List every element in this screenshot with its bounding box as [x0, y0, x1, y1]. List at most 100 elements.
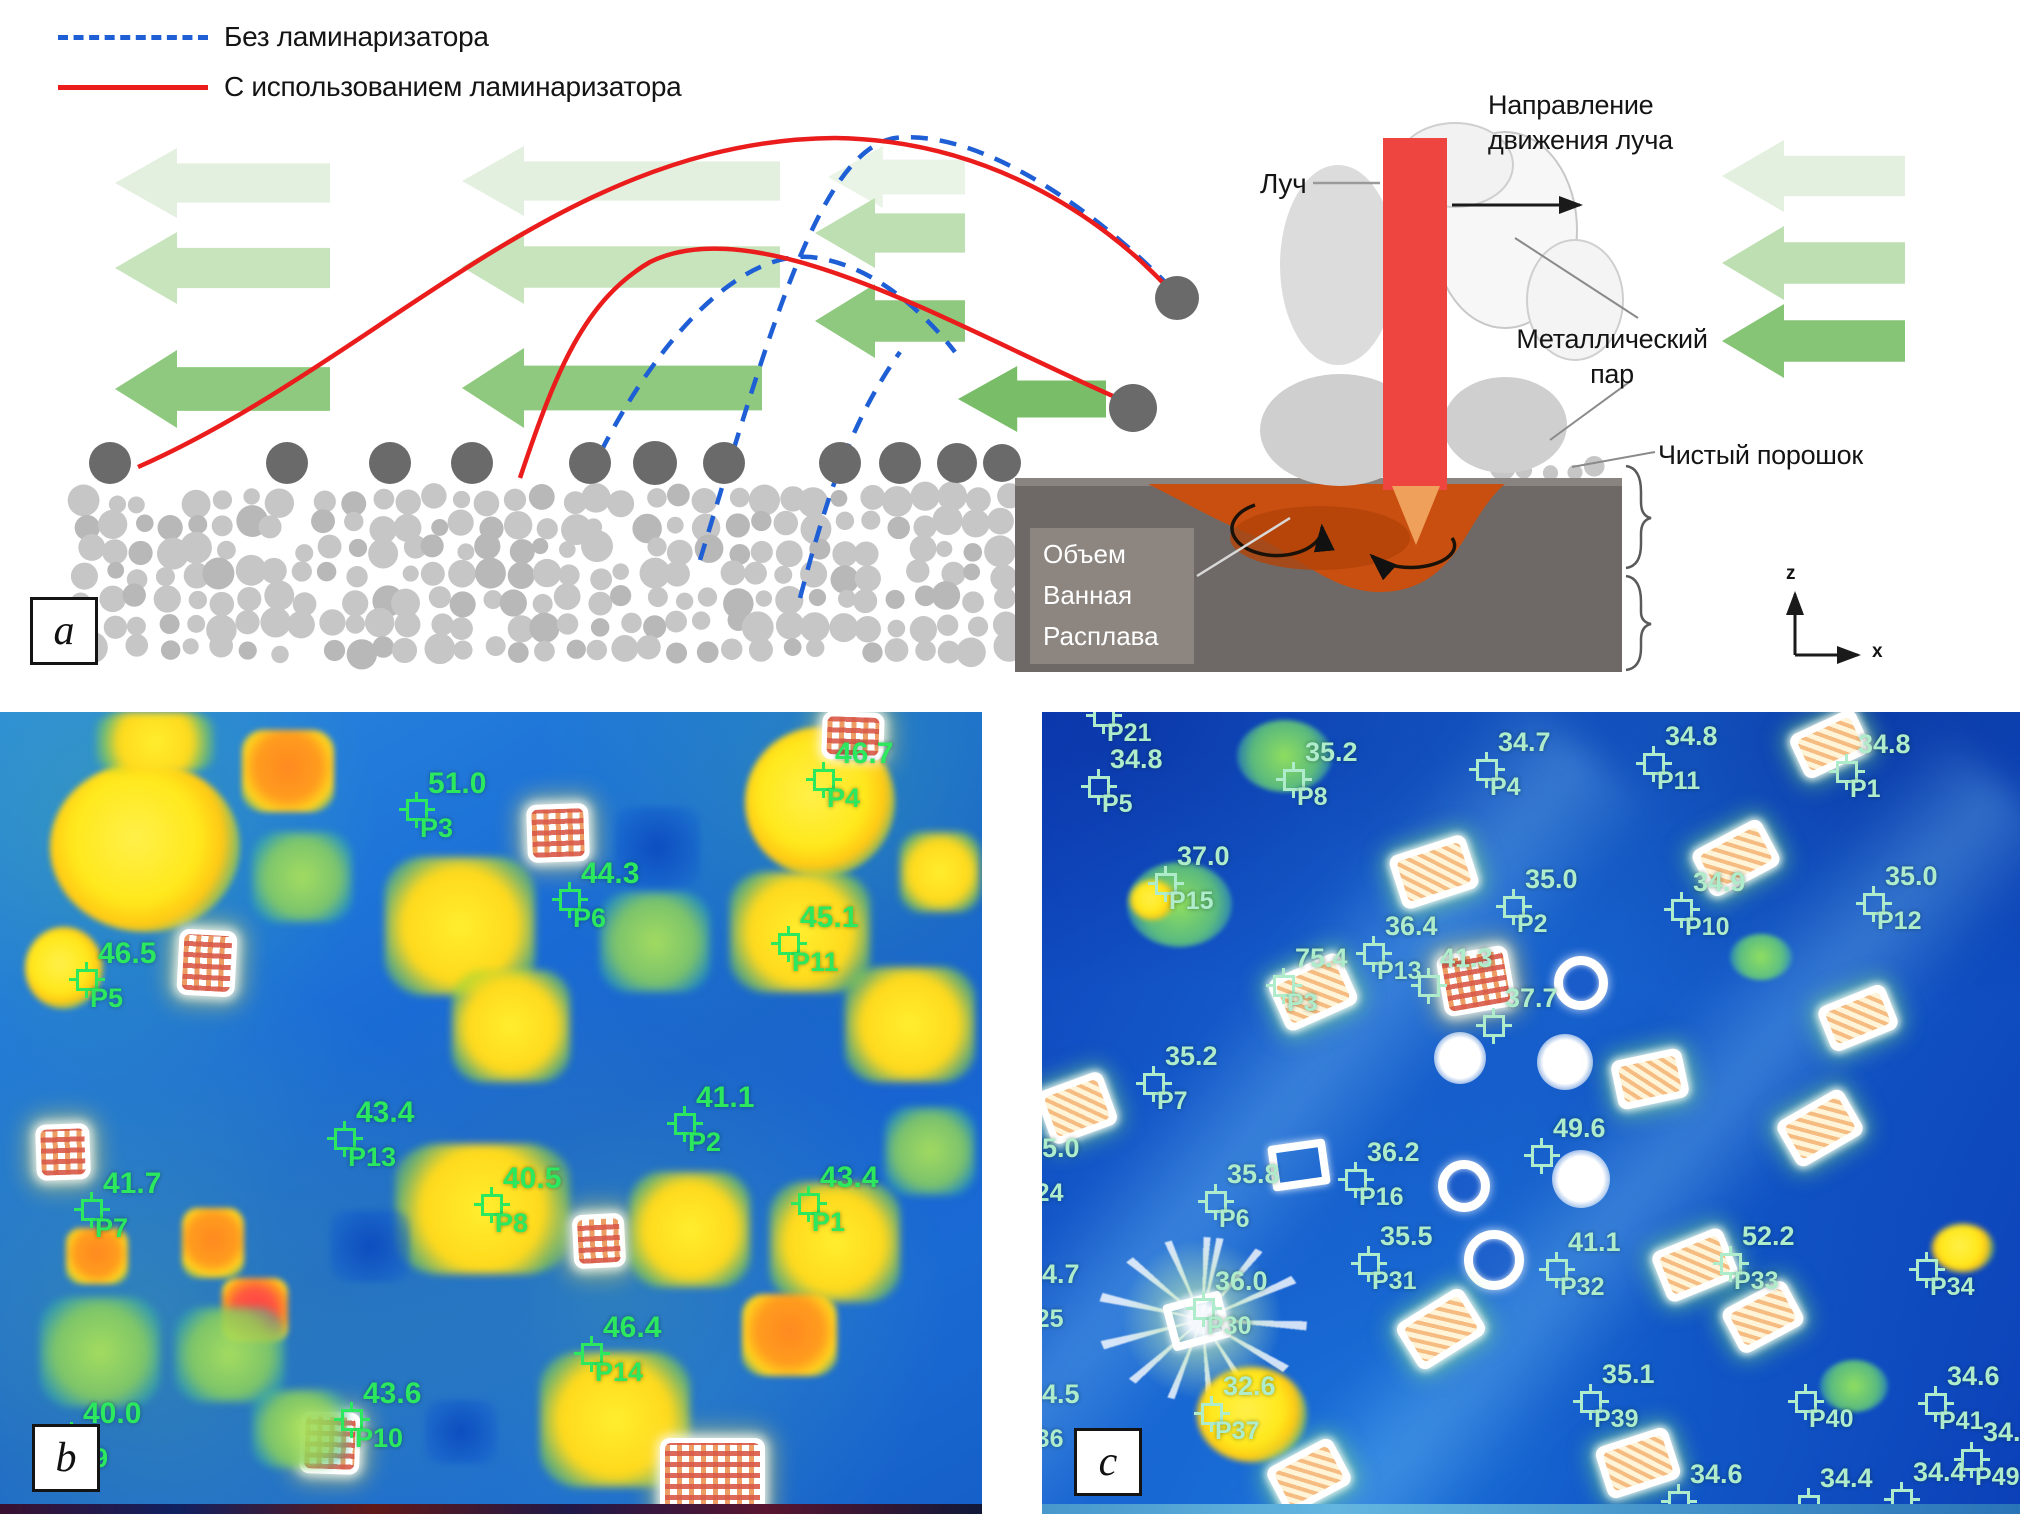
point-id: P2	[688, 1127, 722, 1157]
legend: Без ламинаризатора С использованием лами…	[58, 12, 682, 112]
point-id: P31	[1372, 1267, 1417, 1295]
legend-item-no-laminarizer: Без ламинаризатора	[58, 12, 681, 62]
crosshair-marker	[74, 1192, 103, 1221]
spatter-particles	[89, 276, 1199, 485]
coordinate-axes	[1786, 591, 1861, 664]
point-id: P14	[595, 1357, 644, 1387]
point-id: P11	[792, 947, 839, 977]
crosshair-marker	[1276, 762, 1305, 791]
thermal-blob-wc	[1434, 1032, 1486, 1084]
crosshair-marker	[1136, 1066, 1165, 1095]
point-id: P37	[1215, 1417, 1260, 1445]
temperature-value: 34.5	[1042, 1379, 1080, 1409]
crosshair-marker	[1713, 1246, 1742, 1275]
crosshair-marker	[552, 882, 581, 911]
temperature-value: 35.8	[1227, 1159, 1280, 1189]
thermal-blob-gs	[175, 1307, 285, 1402]
flying-particle-2	[1109, 384, 1157, 432]
point-id: P10	[1685, 913, 1730, 941]
thermal-blob-qr	[176, 928, 238, 998]
beam-direction-label: Направление движения луча	[1488, 90, 1673, 156]
temperature-value: 34.8	[1665, 721, 1718, 751]
crosshair-marker	[1266, 968, 1295, 997]
crosshair-marker	[399, 792, 428, 821]
melt-volume-label: Объем Ванная Расплава	[1043, 539, 1159, 651]
trajectory-laminarizer-2	[517, 246, 1123, 479]
temperature-value: 32.6	[1223, 1371, 1276, 1401]
thermal-blob-bs	[615, 807, 700, 887]
process-diagram: Без ламинаризатора С использованием лами…	[0, 0, 2020, 710]
temperature-value: 34.4	[1983, 1417, 2020, 1447]
point-id: P30	[1207, 1312, 1252, 1340]
thermal-blob-chip	[1593, 1425, 1683, 1501]
beam-label: Луч	[1260, 168, 1307, 199]
temperature-value: 46.4	[603, 1311, 662, 1344]
point-id: P41	[1939, 1407, 1984, 1435]
temperature-value: 34.4	[1820, 1463, 1873, 1493]
crosshair-marker	[474, 1187, 503, 1216]
thermal-blob-ys	[630, 1172, 750, 1287]
temperature-value: 35.2	[1305, 737, 1358, 767]
melt-flow-arrow-left	[1369, 536, 1457, 581]
solid-line-swatch	[58, 84, 208, 90]
crosshair-marker	[667, 1106, 696, 1135]
temperature-value: 37.7	[1505, 983, 1558, 1013]
layer-braces	[1625, 464, 1652, 672]
temperature-value: 51.0	[428, 767, 487, 800]
temperature-value: 43.6	[363, 1377, 422, 1410]
temperature-value: 34.6	[1947, 1361, 2000, 1391]
crosshair-marker	[1954, 1442, 1983, 1471]
thermal-blob-qr	[660, 1438, 765, 1514]
point-id: P36	[1042, 1425, 1064, 1453]
thermal-blob-ring	[1438, 1160, 1490, 1212]
temperature-value: 34.4	[1913, 1457, 1966, 1487]
temperature-value: 35.0	[1042, 1133, 1080, 1163]
crosshair-marker	[1573, 1384, 1602, 1413]
temperature-value: 35.5	[1380, 1221, 1433, 1251]
point-id: P32	[1560, 1273, 1605, 1301]
temperature-value: 41.1	[1568, 1227, 1621, 1257]
thermal-blob-ys	[900, 832, 980, 912]
panel-letter-b: b	[32, 1424, 100, 1492]
melt-volume-label-box: Объем Ванная Расплава	[1030, 528, 1194, 664]
crosshair-marker	[327, 1121, 356, 1150]
point-id: P7	[95, 1213, 129, 1243]
crosshair-marker	[69, 962, 98, 991]
temperature-value: 35.0	[1525, 864, 1578, 894]
crosshair-marker	[334, 1402, 363, 1431]
thermal-blob-yb	[1197, 1367, 1307, 1462]
pointer-lines	[1196, 181, 1656, 578]
point-id: P13	[1377, 957, 1422, 985]
temperature-value: 41.7	[103, 1167, 162, 1200]
crosshair-marker	[1829, 754, 1858, 783]
point-id: P24	[1042, 1179, 1064, 1207]
thermal-blob-qr	[35, 1123, 91, 1181]
point-id: P10	[355, 1423, 404, 1453]
crosshair-marker	[1918, 1386, 1947, 1415]
temperature-value: 49.6	[1553, 1113, 1606, 1143]
temperature-value: 36.4	[1385, 911, 1438, 941]
temperature-value: 43.4	[820, 1161, 879, 1194]
temperature-value: 43.4	[356, 1096, 415, 1129]
temperature-value: 46.5	[98, 937, 157, 970]
point-id: P1	[812, 1207, 846, 1237]
crosshair-marker	[791, 1186, 820, 1215]
point-id: P34	[1930, 1273, 1975, 1301]
trajectory-laminarizer-1	[137, 135, 1170, 470]
melt-flow-arrow-right	[1230, 503, 1335, 558]
thermal-blob-yb	[1932, 1224, 1994, 1272]
crosshair-marker	[574, 1336, 603, 1365]
temperature-value: 41.1	[696, 1081, 755, 1114]
thermal-blob-os	[66, 1228, 128, 1284]
crosshair-marker	[1496, 889, 1525, 918]
crosshair-marker	[1664, 892, 1693, 921]
panel-letter-a: a	[30, 597, 98, 665]
clean-powder-label: Чистый порошок	[1658, 440, 1863, 470]
thermal-blob-ys	[770, 1182, 900, 1302]
vapor-cloud	[1260, 122, 1624, 486]
point-id: P8	[495, 1208, 529, 1238]
temperature-value: 34.8	[1110, 744, 1163, 774]
crosshair-marker	[1081, 769, 1110, 798]
point-id: P25	[1042, 1305, 1064, 1333]
thermal-blob-gs	[252, 1390, 348, 1468]
